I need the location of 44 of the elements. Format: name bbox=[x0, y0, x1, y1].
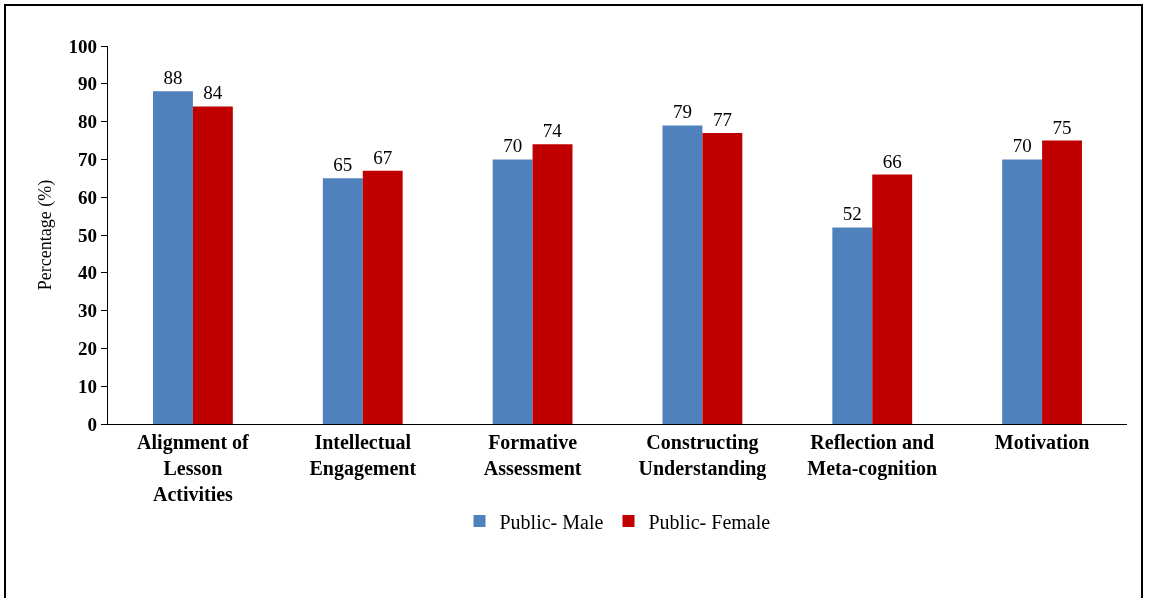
legend-label: Public- Female bbox=[648, 510, 771, 533]
y-tick-label: 60 bbox=[78, 186, 98, 208]
data-label: 52 bbox=[842, 203, 862, 225]
bar bbox=[702, 132, 743, 424]
y-tick-label: 100 bbox=[68, 35, 98, 57]
y-tick-label: 80 bbox=[78, 111, 98, 133]
data-label: 70 bbox=[1012, 135, 1032, 157]
data-label: 70 bbox=[503, 135, 523, 157]
data-label: 65 bbox=[333, 154, 353, 176]
bar bbox=[662, 125, 703, 424]
legend-label: Public- Male bbox=[499, 510, 604, 533]
bar bbox=[322, 178, 363, 424]
y-tick-label: 50 bbox=[78, 224, 98, 246]
x-tick-label: Reflection and Meta-cognition bbox=[807, 431, 938, 481]
y-tick-label: 30 bbox=[78, 300, 98, 322]
y-tick-label: 40 bbox=[78, 262, 98, 284]
y-tick-label: 70 bbox=[78, 149, 98, 171]
y-tick-label: 20 bbox=[78, 338, 98, 360]
bar bbox=[832, 227, 873, 424]
bar bbox=[362, 170, 403, 424]
data-label: 84 bbox=[203, 82, 223, 104]
y-tick-label: 10 bbox=[78, 375, 98, 397]
bar bbox=[872, 174, 913, 424]
bar bbox=[192, 106, 233, 424]
data-label: 88 bbox=[163, 67, 183, 89]
bar bbox=[1042, 140, 1082, 424]
data-label: 66 bbox=[882, 150, 902, 172]
bar bbox=[153, 91, 193, 424]
x-tick-label: Motivation bbox=[994, 431, 1090, 454]
bar bbox=[492, 159, 533, 424]
data-label: 75 bbox=[1052, 116, 1072, 138]
x-tick-label: Constructing Understanding bbox=[638, 431, 767, 481]
data-label: 79 bbox=[672, 101, 692, 123]
data-label: 74 bbox=[542, 120, 563, 142]
x-tick-label: Alignment of Lesson Activities bbox=[137, 431, 250, 506]
y-tick-label: 0 bbox=[87, 413, 98, 435]
data-label: 77 bbox=[712, 108, 732, 130]
y-tick-label: 90 bbox=[78, 73, 98, 95]
data-label: 67 bbox=[373, 146, 393, 168]
x-tick-label: Formative Assessment bbox=[483, 431, 582, 480]
x-tick-label: Intellectual Engagement bbox=[309, 431, 417, 481]
bar bbox=[1002, 159, 1043, 424]
bar bbox=[532, 144, 573, 424]
y-axis-title: Percentage (%) bbox=[34, 179, 56, 291]
